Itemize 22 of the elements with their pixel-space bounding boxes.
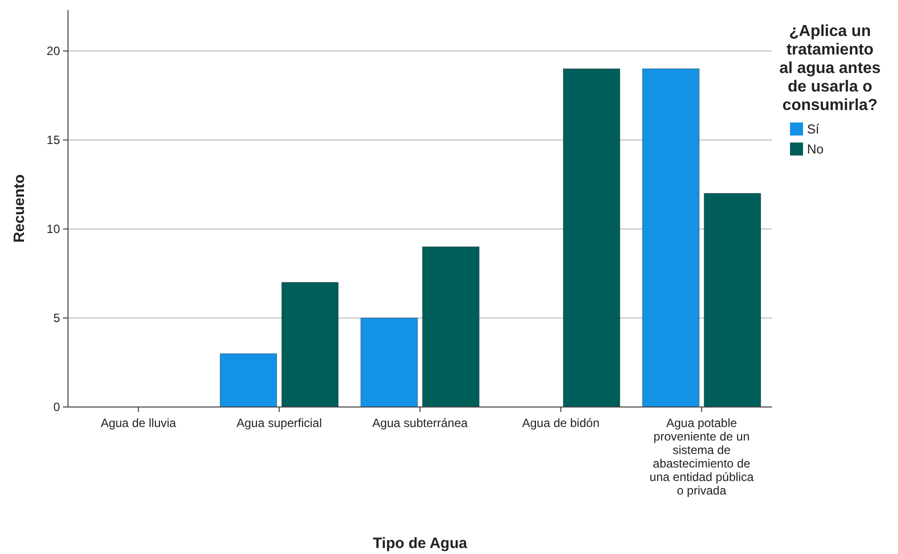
- y-tick-label: 15: [46, 133, 60, 148]
- x-tick-label: Agua de bidón: [522, 416, 600, 430]
- bar: [704, 193, 761, 408]
- bar: [220, 353, 277, 408]
- bar: [282, 282, 338, 408]
- x-axis-title: Tipo de Agua: [372, 535, 468, 552]
- y-axis-title: Recuento: [11, 174, 28, 243]
- x-tick-label: Agua potable proveniente de un sistema de abastecimiento de una entidad pública o privada: [650, 416, 754, 498]
- bar: [642, 68, 700, 408]
- legend-label: No: [807, 142, 824, 156]
- y-tick-label: 10: [46, 222, 60, 236]
- bar: [563, 68, 620, 408]
- bar: [422, 246, 480, 408]
- x-tick-label: Agua de lluvia: [100, 416, 176, 430]
- y-tick-label: 0: [53, 400, 60, 414]
- legend-label: Sí: [807, 122, 820, 136]
- bar: [360, 318, 418, 408]
- y-tick-label: 20: [46, 44, 60, 58]
- x-tick-label: Agua superficial: [236, 416, 322, 430]
- legend-title: ¿Aplica un tratamiento al agua antes de usarla o consumirla?: [779, 23, 881, 114]
- y-tick-label: 5: [53, 311, 60, 326]
- x-tick-label: Agua subterránea: [372, 416, 468, 430]
